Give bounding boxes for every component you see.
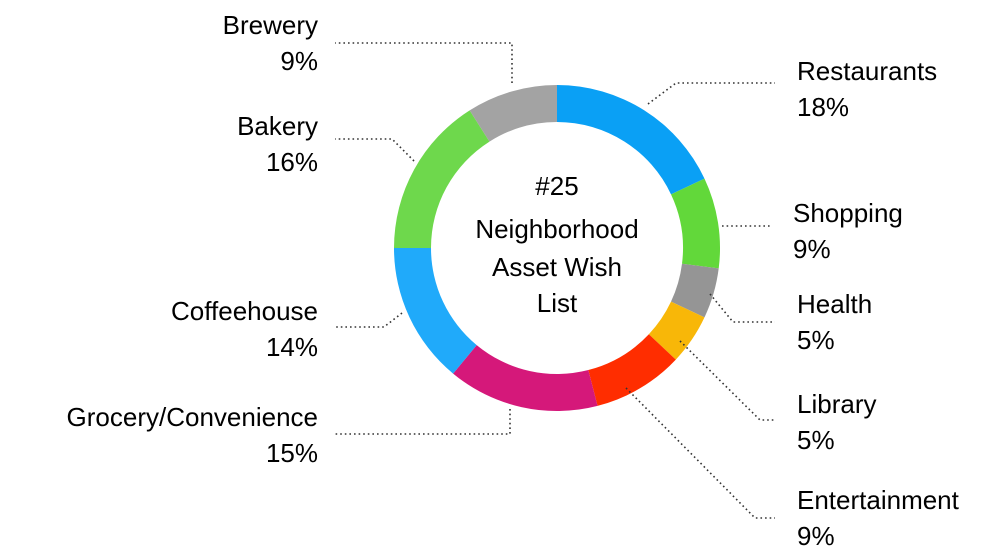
leader-line-bakery <box>335 138 415 162</box>
slice-brewery <box>469 85 557 142</box>
slice-percent-restaurants: 18% <box>797 92 849 122</box>
slice-label-bakery: Bakery <box>237 111 318 141</box>
slice-label-shopping: Shopping <box>793 198 903 228</box>
slice-percent-shopping: 9% <box>793 234 831 264</box>
slice-percent-brewery: 9% <box>280 46 318 76</box>
slice-percent-library: 5% <box>797 425 835 455</box>
slice-label-entertainment: Entertainment <box>797 485 960 515</box>
chart-title-line-1: #25 <box>535 171 578 201</box>
chart-title-line-2: Neighborhood <box>475 214 638 244</box>
slice-entertainment <box>588 334 676 406</box>
slice-coffeehouse <box>394 248 477 374</box>
slice-percent-coffeehouse: 14% <box>266 332 318 362</box>
slice-labels: Restaurants 18% Shopping 9% Health 5% Library 5… <box>67 10 960 551</box>
slice-library <box>648 301 705 360</box>
leader-line-entertainment <box>625 387 775 519</box>
slice-shopping <box>671 178 721 269</box>
leader-line-brewery <box>335 42 513 83</box>
slice-bakery <box>394 110 490 249</box>
slice-label-grocery-convenience: Grocery/Convenience <box>67 402 318 432</box>
leader-line-coffeehouse <box>335 312 403 328</box>
slice-health <box>671 263 719 318</box>
slice-label-restaurants: Restaurants <box>797 56 937 86</box>
chart-title-line-3: Asset Wish <box>492 252 622 282</box>
slice-grocery-convenience <box>453 345 598 411</box>
slice-percent-bakery: 16% <box>266 147 318 177</box>
slice-label-library: Library <box>797 389 876 419</box>
leader-line-restaurants <box>647 82 775 105</box>
chart-title-line-4: List <box>537 288 578 318</box>
slice-label-brewery: Brewery <box>223 10 318 40</box>
slice-restaurants <box>557 85 705 195</box>
donut-slices <box>394 85 721 411</box>
slice-percent-entertainment: 9% <box>797 521 835 551</box>
leader-line-grocery-convenience <box>335 409 511 435</box>
slice-percent-grocery-convenience: 15% <box>266 438 318 468</box>
slice-label-health: Health <box>797 289 872 319</box>
slice-label-coffeehouse: Coffeehouse <box>171 296 318 326</box>
slice-percent-health: 5% <box>797 325 835 355</box>
leader-line-library <box>679 340 775 421</box>
leader-lines <box>335 42 775 519</box>
leader-line-health <box>709 293 775 323</box>
